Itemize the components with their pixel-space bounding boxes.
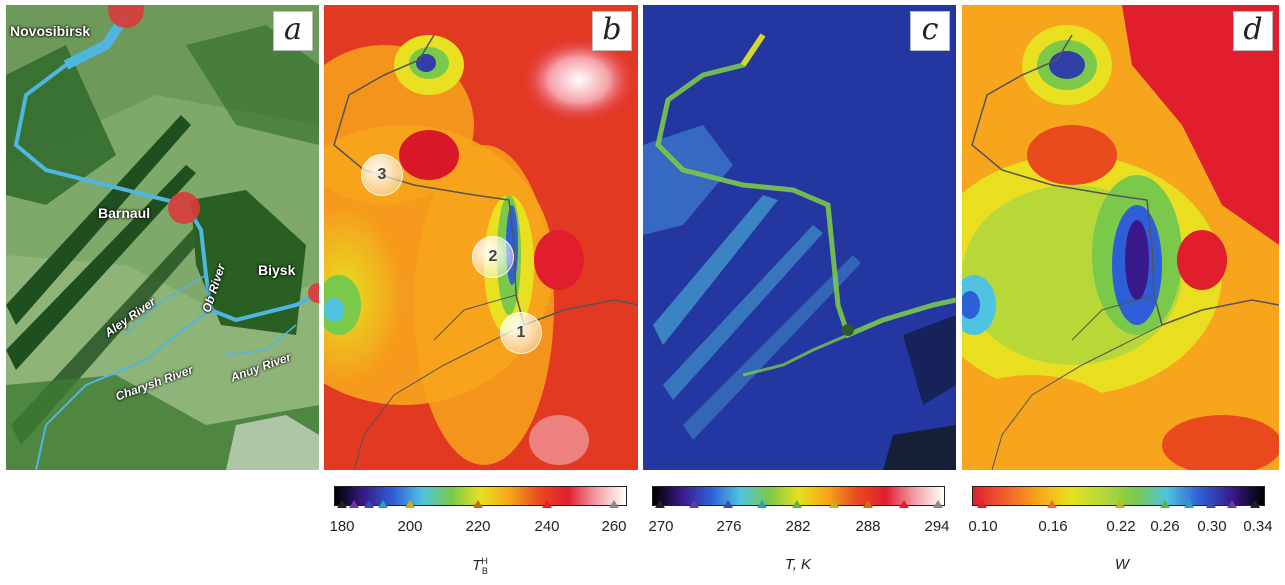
- tick-label: 0.22: [1106, 518, 1136, 535]
- marker-3: 3: [361, 154, 403, 196]
- colorbar-marker: [1047, 500, 1057, 508]
- city-label-novosibirsk: Novosibirsk: [10, 23, 91, 39]
- tick-label: 0.16: [1038, 518, 1068, 535]
- w-index-map: [962, 5, 1279, 470]
- colorbar-marker: [1227, 500, 1237, 508]
- city-label-barnaul: Barnaul: [98, 205, 151, 221]
- tick-label: 260: [601, 518, 627, 535]
- tick-label: 220: [465, 518, 491, 535]
- colorbar-marker: [609, 500, 619, 508]
- colorbar-marker: [933, 500, 943, 508]
- colorbar-marker: [757, 500, 767, 508]
- colorbar-marker: [542, 500, 552, 508]
- colorbar-marker: [1206, 500, 1216, 508]
- tick-label: 200: [397, 518, 423, 535]
- colorbar-d-ticks: 0.10 0.16 0.22 0.26 0.30 0.34: [0, 518, 1285, 538]
- colorbar-marker: [723, 500, 733, 508]
- tick-label: 0.30: [1197, 518, 1227, 535]
- colorbar-marker: [1115, 500, 1125, 508]
- colorbar-marker: [977, 500, 987, 508]
- tick-label: 288: [855, 518, 881, 535]
- colorbar-c-quantity: T, K: [784, 556, 812, 573]
- colorbar-marker: [473, 500, 483, 508]
- panel-label-b: b: [592, 11, 632, 51]
- panel-label-d: d: [1233, 11, 1273, 51]
- map-panel-a: a Novosibirsk Barnaul Biysk Ob River Ale…: [6, 5, 319, 470]
- colorbar-b-quantity: THB: [472, 556, 488, 576]
- colorbar-marker: [792, 500, 802, 508]
- map-panel-c: c: [643, 5, 956, 470]
- colorbar-marker: [1160, 500, 1170, 508]
- colorbar-marker: [689, 500, 699, 508]
- quantity-superscript: H: [481, 556, 488, 566]
- city-label-biysk: Biysk: [258, 262, 296, 278]
- colorbar-c-ticks: 270 276 282 288 294: [0, 518, 1285, 538]
- tick-label: 282: [785, 518, 811, 535]
- tick-label: 0.34: [1243, 518, 1273, 535]
- tick-label: 270: [648, 518, 674, 535]
- colorbar-marker: [899, 500, 909, 508]
- panel-label-a: a: [273, 11, 313, 51]
- colorbar-marker: [655, 500, 665, 508]
- map-panel-d: d: [962, 5, 1279, 470]
- colorbar-marker: [863, 500, 873, 508]
- colorbar-d-quantity: W: [1114, 556, 1130, 573]
- tick-label: 294: [924, 518, 950, 535]
- colorbar-marker: [349, 500, 359, 508]
- colorbar-marker: [1184, 500, 1194, 508]
- panel-label-c: c: [910, 11, 950, 51]
- quantity-subscript: B: [481, 566, 488, 576]
- tick-label: 240: [534, 518, 560, 535]
- quantity-symbol: T: [472, 557, 482, 574]
- tick-label: 276: [716, 518, 742, 535]
- colorbar-b-ticks: 180 200 220 240 260: [0, 518, 1285, 538]
- satellite-map: [6, 5, 319, 470]
- colorbar-marker: [405, 500, 415, 508]
- marker-1: 1: [500, 312, 542, 354]
- map-panel-b: b 3 2 1: [324, 5, 638, 470]
- marker-2: 2: [472, 236, 514, 278]
- brightness-temperature-map: [324, 5, 638, 470]
- tick-label: 180: [329, 518, 355, 535]
- colorbar-marker: [364, 500, 374, 508]
- tick-label: 0.26: [1150, 518, 1180, 535]
- colorbar-marker: [829, 500, 839, 508]
- colorbar-marker: [1250, 500, 1260, 508]
- temperature-map: [643, 5, 956, 470]
- colorbar-marker: [337, 500, 347, 508]
- colorbar-marker: [378, 500, 388, 508]
- tick-label: 0.10: [968, 518, 998, 535]
